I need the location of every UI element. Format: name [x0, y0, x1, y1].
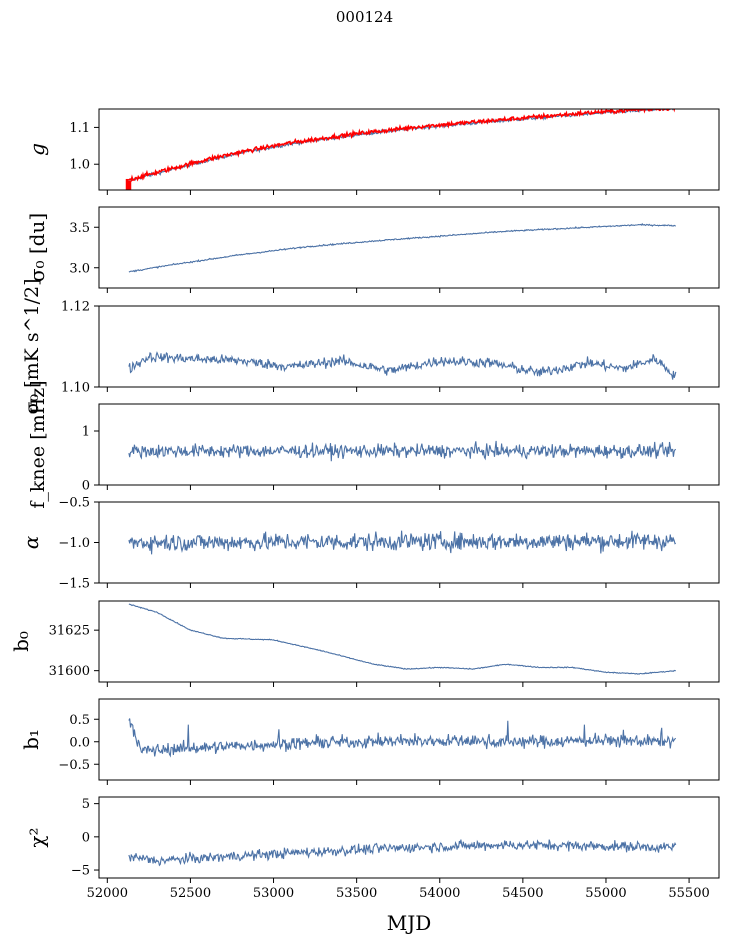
- x-tick-label: 54500: [502, 886, 543, 901]
- series-line-chi2: [128, 839, 677, 867]
- y-axis-label-fknee: f_knee [mHz]: [27, 380, 49, 508]
- x-tick-label: 52500: [170, 886, 211, 901]
- subplot-stack: 1.0 1.1 g 3.0 3.5 σ₀ [du] 1.10 1.12 σ₀ [mK s^1/2…: [9, 108, 720, 901]
- subplot-b1: −0.5 0.0 0.5 b₁: [19, 698, 720, 785]
- series-line-fknee: [128, 440, 677, 462]
- axes-frame: [98, 108, 720, 191]
- subplot-fknee: 0 1 f_knee [mHz]: [27, 380, 720, 509]
- y-axis-label-b0: b₀: [9, 631, 33, 652]
- series-line-b1: [128, 718, 677, 758]
- series-line-sigma0_mk: [128, 351, 677, 380]
- axes-frame: [98, 796, 720, 879]
- y-axis-label-b1: b₁: [19, 729, 43, 750]
- x-tick-label: 54000: [419, 886, 460, 901]
- subplot-chi2: −5 0 5 52000 52500 53000 53500 54000 54500 55000 5…: [25, 796, 720, 901]
- series-line-sigma0: [128, 222, 676, 273]
- subplot-sigma0_du: 3.0 3.5 σ₀ [du]: [25, 206, 720, 293]
- subplot-sigma0_mk: 1.10 1.12 σ₀ [mK s^1/2]: [21, 279, 720, 415]
- y-tick-label: −5: [71, 864, 90, 879]
- figure-title: 000124: [335, 8, 394, 26]
- x-tick-label: 53500: [336, 886, 377, 901]
- y-axis-label-sigma0_du: σ₀ [du]: [25, 213, 49, 282]
- series-line-g_red: [128, 109, 676, 183]
- y-tick-label: 0.5: [69, 713, 90, 728]
- y-axis-label-chi2: χ²: [25, 827, 49, 847]
- y-tick-label: −1.5: [58, 577, 90, 592]
- subplot-alpha: −1.5 −1.0 −0.5 α: [19, 496, 720, 592]
- y-tick-label: 1.12: [61, 300, 90, 315]
- subplot-b0: 31600 31625 b₀: [9, 600, 720, 687]
- y-tick-label: 1.10: [61, 381, 90, 396]
- subplot-g: 1.0 1.1 g: [25, 108, 720, 195]
- y-tick-label: −0.5: [58, 496, 90, 511]
- y-tick-label: −0.5: [58, 758, 90, 773]
- axes-frame: [98, 698, 720, 781]
- x-tick-label: 55000: [585, 886, 626, 901]
- axes-frame: [98, 206, 720, 289]
- y-axis-label-sigma0_mk: σ₀ [mK s^1/2]: [21, 279, 43, 415]
- x-axis-label: MJD: [387, 911, 432, 935]
- x-tick-label: 52000: [87, 886, 128, 901]
- y-tick-label: 3.0: [69, 261, 90, 276]
- y-tick-label: 1: [82, 425, 90, 440]
- y-tick-label: −1.0: [58, 536, 90, 551]
- axes-frame: [98, 600, 720, 683]
- series-line-alpha: [128, 530, 677, 555]
- y-tick-label: 0: [82, 479, 90, 494]
- x-tick-label: 53000: [253, 886, 294, 901]
- y-axis-label-alpha: α: [19, 535, 43, 549]
- axes-frame: [98, 305, 720, 388]
- y-tick-label: 31625: [49, 624, 90, 639]
- series-line-b0: [128, 603, 676, 675]
- y-tick-label: 1.1: [69, 121, 90, 136]
- axes-frame: [98, 403, 720, 486]
- x-tick-label: 55500: [668, 886, 709, 901]
- y-tick-label: 0.0: [69, 735, 90, 750]
- series-line-g: [128, 109, 675, 182]
- y-tick-label: 1.0: [69, 158, 90, 173]
- y-tick-label: 3.5: [69, 221, 90, 236]
- y-axis-label-g: g: [25, 143, 49, 156]
- y-tick-label: 31600: [49, 664, 90, 679]
- y-tick-label: 5: [82, 797, 90, 812]
- y-tick-label: 0: [82, 830, 90, 845]
